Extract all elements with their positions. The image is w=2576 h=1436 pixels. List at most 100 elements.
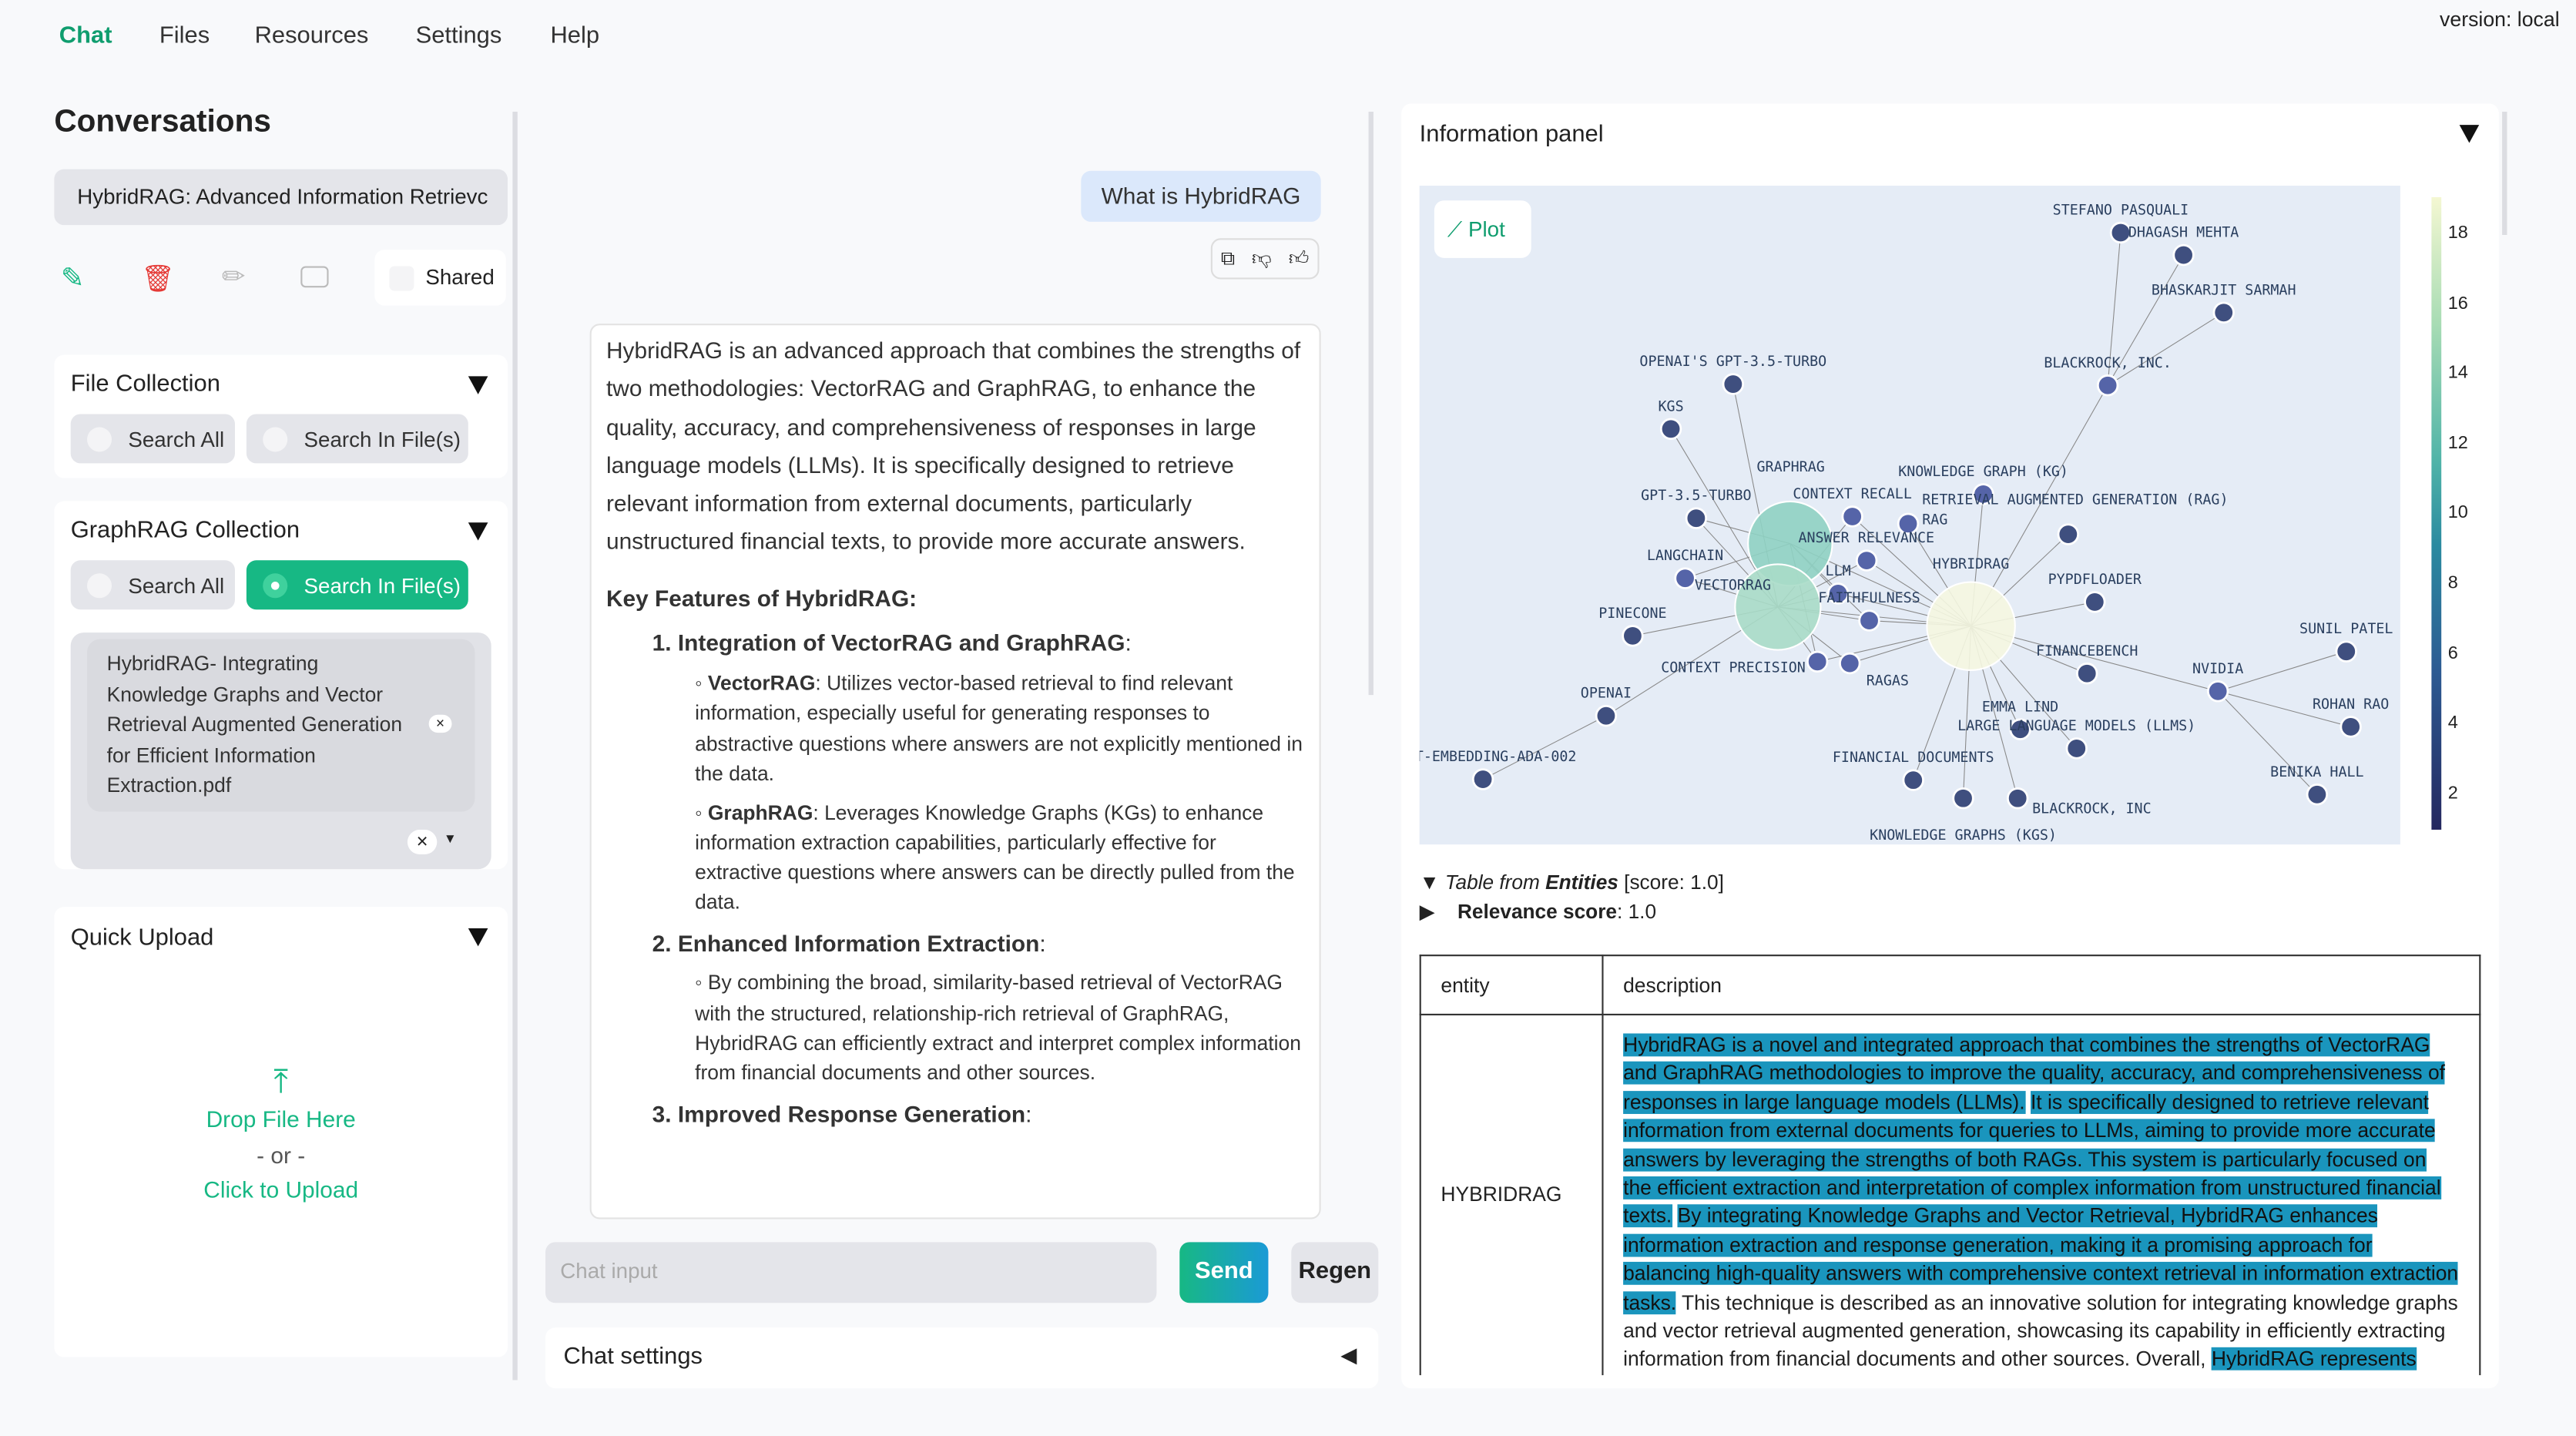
remove-file-icon[interactable]: × (428, 714, 452, 733)
graph-node-label: BHASKARJIT SARMAH (2152, 282, 2296, 298)
information-panel: Information panel STEFANO PASQUALI DHAGAS… (1401, 103, 2499, 1389)
graph-svg: STEFANO PASQUALI DHAGASH MEHTA BHASKARJIT … (1420, 203, 2393, 844)
thumbs-down-icon[interactable]: 👎︎ (1251, 246, 1272, 270)
quick-upload-panel: Quick Upload ⤒ Drop File Here - or - Cli… (54, 907, 508, 1357)
radio-search-all[interactable]: Search All (70, 414, 235, 464)
sidebar-toggle-icon[interactable] (300, 266, 329, 288)
collapse-triangle-icon[interactable] (468, 376, 488, 394)
graph-node (1685, 507, 1708, 529)
collapse-triangle-icon[interactable] (468, 928, 488, 947)
copy-icon[interactable]: ⧉ (1220, 246, 1236, 270)
table-row: HYBRIDRAG HybridRAG is a novel and integ… (1419, 1014, 2481, 1375)
tab-chat[interactable]: Chat (59, 22, 112, 49)
radio-search-in-files[interactable]: Search In File(s) (246, 560, 468, 610)
dropdown-caret-icon[interactable]: ▼ (443, 831, 457, 847)
click-upload-label: Click to Upload (203, 1176, 359, 1203)
graph-node-label: ANSWER RELEVANCE (1798, 530, 1934, 546)
relevance-score[interactable]: ▶ Relevance score: 1.0 (1419, 900, 1657, 924)
colorbar (2431, 196, 2442, 830)
shared-label: Shared (425, 264, 495, 290)
graph-node (2212, 301, 2235, 324)
plot-icon: ⟋ (1447, 216, 1469, 242)
tab-settings[interactable]: Settings (415, 22, 502, 49)
colorbar-tick: 2 (2447, 783, 2458, 804)
graph-edge (2107, 312, 2225, 386)
graph-node-label: KGS (1659, 398, 1684, 414)
chat-settings-panel[interactable]: Chat settings ◀ (545, 1327, 1379, 1389)
graph-node (2009, 718, 2031, 740)
graph-node-label: PINECONE (1598, 606, 1666, 622)
features-heading: Key Features of HybridRAG: (605, 584, 917, 611)
new-conversation-icon[interactable]: ✎ (60, 263, 85, 294)
graph-node-label: FAITHFULNESS (1818, 590, 1920, 606)
upload-dropzone[interactable]: ⤒ Drop File Here - or - Click to Upload (54, 1063, 508, 1209)
graph-node (2340, 716, 2362, 738)
colorbar-tick: 4 (2447, 713, 2458, 733)
list-item: ◦ VectorRAG: Utilizes vector-based retri… (695, 673, 1303, 785)
chat-input[interactable]: Chat input (545, 1242, 1157, 1303)
graph-node (1826, 582, 1850, 605)
collapse-triangle-icon[interactable] (2459, 125, 2480, 143)
graph-node (1471, 768, 1494, 790)
graph-node-label: GRAPHRAG (1757, 459, 1825, 475)
selected-file-chip: HybridRAG- Integrating Knowledge Graphs … (87, 639, 475, 812)
radio-search-all[interactable]: Search All (70, 560, 235, 610)
chat-scrollbar[interactable] (1368, 112, 1374, 696)
sidebar-scrollbar[interactable] (512, 112, 518, 1381)
graph-node (2006, 787, 2029, 810)
graph-node-label: CONTEXT RECALL (1793, 486, 1911, 502)
colorbar-tick: 18 (2447, 223, 2468, 243)
description-cell: HybridRAG is a novel and integrated appr… (1602, 1014, 2481, 1375)
table-caption[interactable]: ▼ Table from Entities [score: 1.0] (1419, 871, 1724, 894)
graph-node-label: ROHAN RAO (2313, 696, 2389, 713)
graph-node (1972, 483, 1994, 505)
radio-search-in-files[interactable]: Search In File(s) (246, 414, 468, 464)
regen-button[interactable]: Regen (1291, 1242, 1379, 1303)
graph-node-label: KNOWLEDGE GRAPH (KG) (1898, 464, 2068, 480)
graph-edge (2218, 690, 2351, 727)
shared-checkbox[interactable] (389, 266, 414, 291)
graph-node-label: DHAGASH MEHTA (2128, 225, 2239, 241)
rename-pencil-icon[interactable]: ✏ (221, 261, 246, 293)
panel-scrollbar[interactable] (2502, 112, 2507, 235)
tab-help[interactable]: Help (550, 22, 600, 49)
assistant-response: HybridRAG is an advanced approach that c… (589, 324, 1321, 1220)
graph-node-label: GPT-3.5-TURBO (1641, 488, 1751, 504)
file-multiselect[interactable]: HybridRAG- Integrating Knowledge Graphs … (70, 632, 491, 870)
tab-resources[interactable]: Resources (254, 22, 369, 49)
shared-toggle[interactable]: Shared (374, 250, 506, 306)
list-item: ◦ By combining the broad, similarity-bas… (695, 971, 1301, 1084)
graphrag-collection-panel: GraphRAG Collection Search All Search In… (54, 501, 508, 870)
chat-settings-label: Chat settings (563, 1344, 703, 1371)
graph-node (1659, 418, 1682, 440)
graph-node-label: HYBRIDRAG (1933, 556, 2009, 572)
graph-node-label: OPENAI (1581, 686, 1632, 702)
entities-table: entity description HYBRIDRAG HybridRAG i… (1419, 955, 2481, 1375)
conversation-select[interactable]: HybridRAG: Advanced Information Retrievc (54, 169, 508, 226)
graph-node-label: RAG (1922, 512, 1947, 528)
info-panel-title: Information panel (1419, 121, 1604, 148)
graph-node (2084, 591, 2106, 613)
graph-node (1722, 373, 1745, 395)
graph-node (1902, 769, 1924, 791)
column-header: entity (1419, 955, 1604, 1016)
send-button[interactable]: Send (1179, 1242, 1269, 1303)
knowledge-graph-plot[interactable]: STEFANO PASQUALI DHAGASH MEHTA BHASKARJIT … (1419, 185, 2400, 845)
version-label: version: local (2440, 8, 2560, 32)
thumbs-up-icon[interactable]: 👍︎ (1288, 246, 1310, 270)
colorbar-tick: 12 (2447, 433, 2468, 454)
delete-icon[interactable]: 🗑 (141, 266, 175, 294)
tab-files[interactable]: Files (159, 22, 210, 49)
drop-file-label: Drop File Here (206, 1106, 356, 1132)
expand-triangle-icon[interactable]: ◀ (1340, 1342, 1357, 1367)
clear-all-icon[interactable]: × (407, 830, 438, 855)
graph-node-label: RAGAS (1867, 673, 1909, 689)
graph-node (2172, 243, 2195, 267)
collapse-triangle-icon[interactable] (468, 522, 488, 541)
graph-node-label: PYPDFLOADER (2048, 572, 2142, 588)
graph-edge (1971, 384, 2108, 626)
graph-node (2335, 640, 2357, 663)
graph-node-label: SUNIL PATEL (2299, 621, 2393, 637)
colorbar-tick: 6 (2447, 643, 2458, 663)
plot-button[interactable]: ⟋ Plot (1434, 200, 1531, 258)
